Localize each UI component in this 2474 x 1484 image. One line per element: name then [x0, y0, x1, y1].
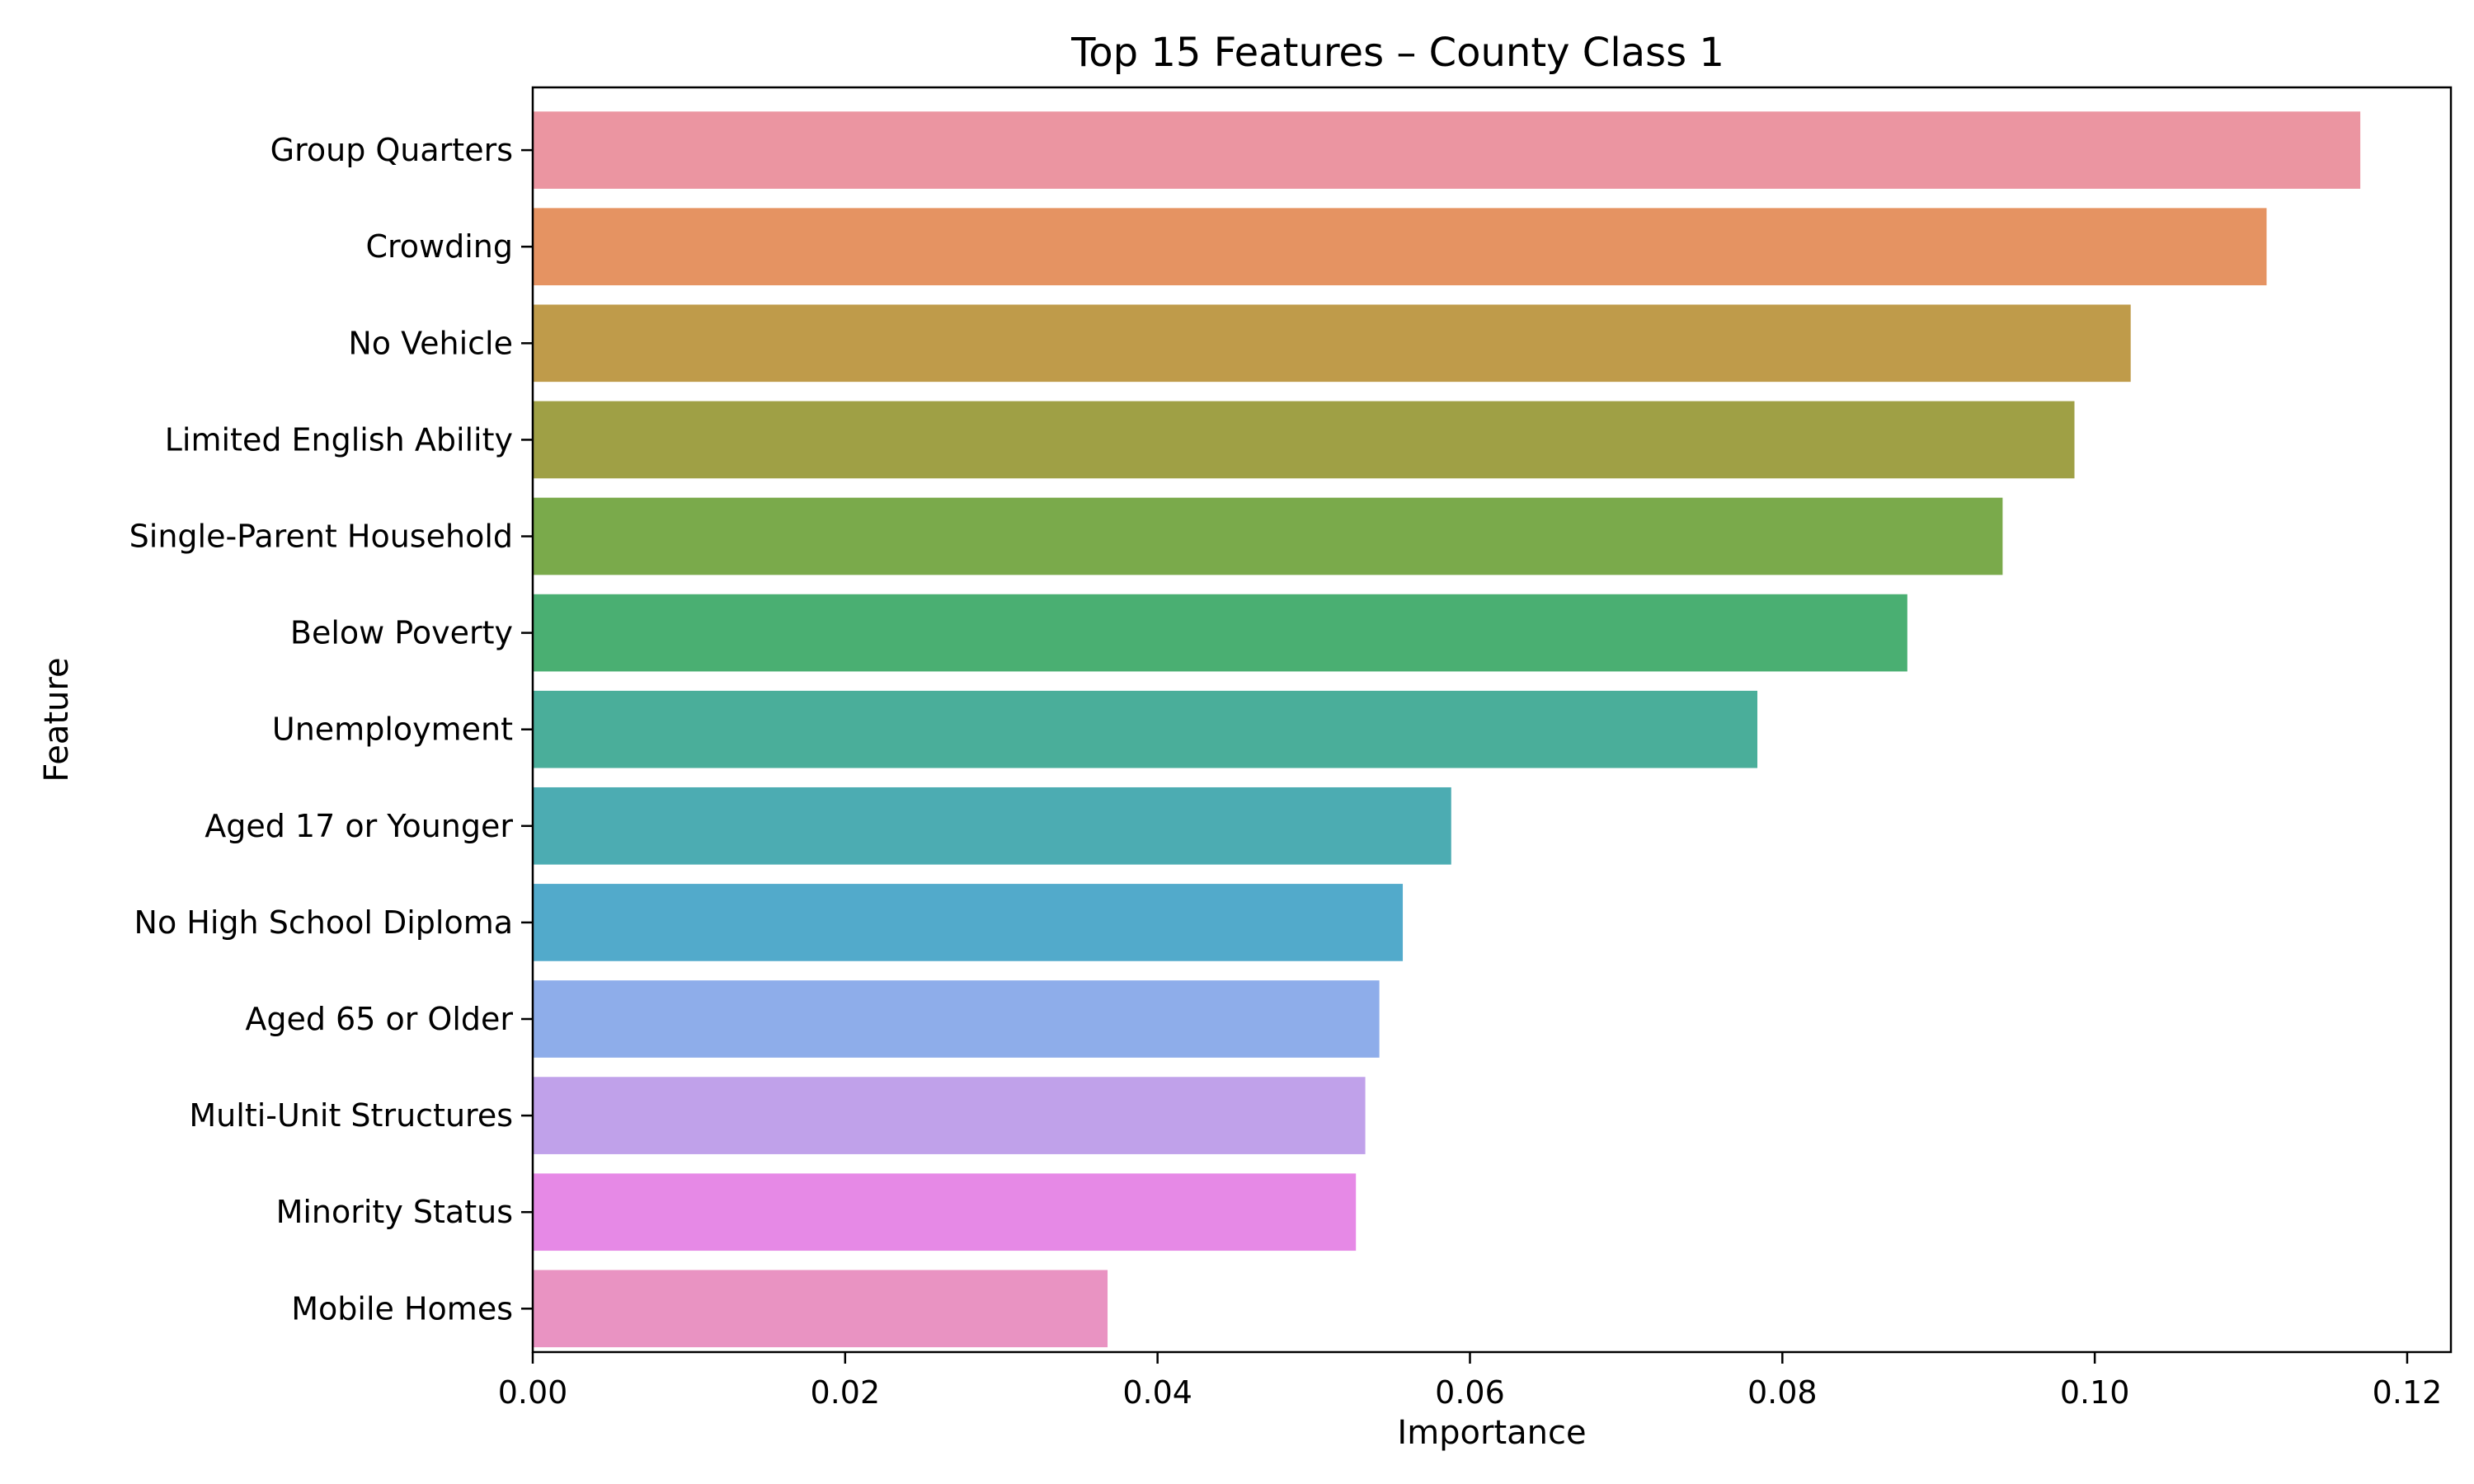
- x-tick-label: 0.04: [1122, 1374, 1192, 1411]
- bar-multi-unit-structures: [533, 1077, 1366, 1154]
- y-tick-label: No Vehicle: [348, 325, 513, 361]
- y-tick-label: Limited English Ability: [165, 421, 513, 458]
- y-tick-label: Aged 65 or Older: [245, 1001, 513, 1037]
- bar-group-quarters: [533, 111, 2361, 189]
- bar-below-poverty: [533, 594, 1907, 672]
- y-tick-label: Crowding: [365, 228, 513, 265]
- x-tick-label: 0.02: [811, 1374, 881, 1411]
- y-tick-label: No High School Diploma: [134, 904, 513, 941]
- bar-aged-65-or-older: [533, 980, 1380, 1058]
- bars-group: [533, 111, 2361, 1348]
- bar-limited-english-ability: [533, 401, 2075, 479]
- x-axis-label: Importance: [1397, 1414, 1586, 1452]
- y-tick-label: Below Poverty: [290, 615, 513, 651]
- bar-crowding: [533, 208, 2267, 286]
- bar-no-high-school-diploma: [533, 884, 1404, 961]
- x-tick-label: 0.00: [498, 1374, 568, 1411]
- y-tick-label: Multi-Unit Structures: [189, 1097, 513, 1134]
- chart-title: Top 15 Features – County Class 1: [1070, 30, 1724, 76]
- bar-no-vehicle: [533, 304, 2131, 383]
- bar-single-parent-household: [533, 497, 2003, 575]
- y-tick-label: Mobile Homes: [291, 1290, 513, 1327]
- bar-unemployment: [533, 690, 1758, 768]
- x-axis-ticks: 0.00 0.02 0.04 0.06 0.08 0.10 0.12: [498, 1352, 2443, 1411]
- y-tick-label: Unemployment: [272, 711, 513, 748]
- x-tick-label: 0.06: [1435, 1374, 1505, 1411]
- y-axis-ticks: Group Quarters Crowding No Vehicle Limited …: [129, 132, 533, 1327]
- y-tick-label: Group Quarters: [270, 132, 513, 168]
- plot-frame: [531, 86, 2453, 1354]
- y-tick-label: Aged 17 or Younger: [205, 808, 513, 844]
- x-tick-label: 0.08: [1747, 1374, 1818, 1411]
- bar-aged-17-or-younger: [533, 787, 1451, 865]
- bar-mobile-homes: [533, 1270, 1108, 1348]
- x-tick-label: 0.10: [2060, 1374, 2130, 1411]
- bar-minority-status: [533, 1173, 1357, 1252]
- y-axis-label: Feature: [38, 657, 76, 782]
- y-tick-label: Single-Parent Household: [129, 519, 513, 555]
- y-tick-label: Minority Status: [276, 1194, 513, 1230]
- x-tick-label: 0.12: [2373, 1374, 2443, 1411]
